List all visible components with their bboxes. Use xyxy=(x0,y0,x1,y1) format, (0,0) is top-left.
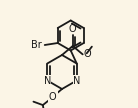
Text: O: O xyxy=(49,92,57,102)
Text: O: O xyxy=(69,24,77,34)
Text: O: O xyxy=(84,49,91,59)
Text: Br: Br xyxy=(31,40,42,50)
Text: N: N xyxy=(44,75,51,86)
Text: N: N xyxy=(73,75,80,86)
